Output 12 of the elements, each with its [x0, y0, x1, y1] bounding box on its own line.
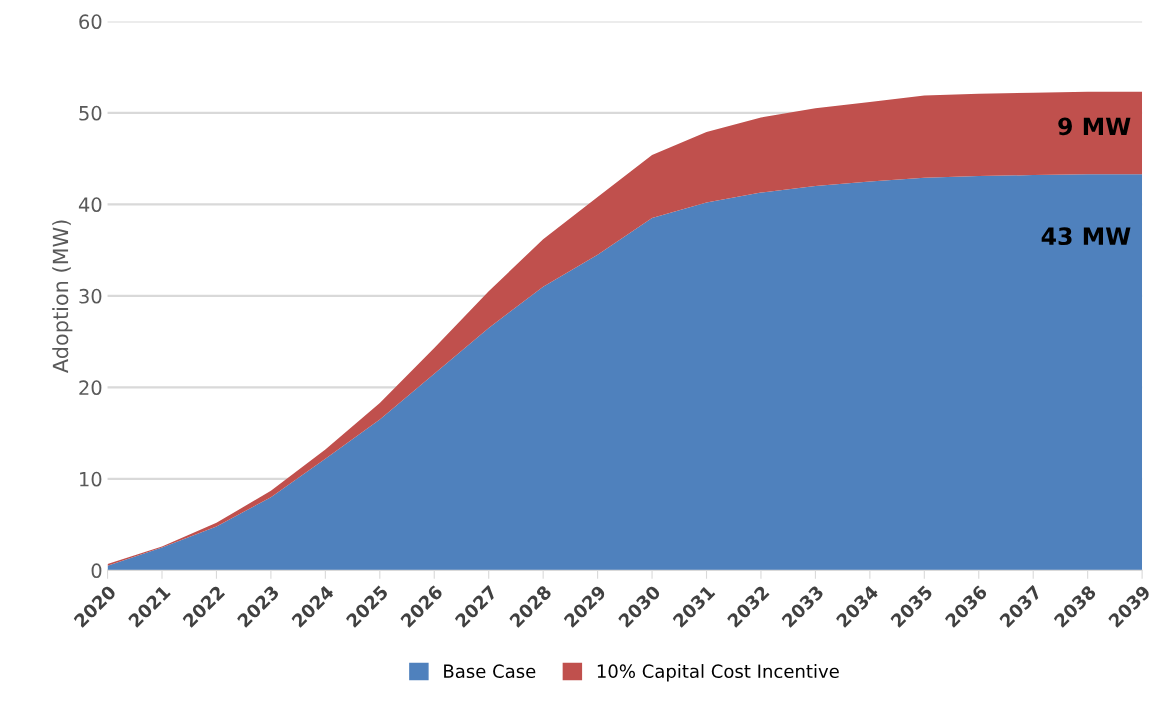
y-tick-label: 30: [79, 288, 102, 304]
legend-label: 10% Capital Cost Incentive: [597, 664, 839, 682]
legend-label: Base Case: [444, 664, 536, 679]
y-tick-label: 20: [79, 380, 102, 396]
y-tick-label: 50: [79, 105, 102, 121]
annotation: 9 MW: [1058, 117, 1131, 136]
y-axis-title: Adoption (MW): [52, 220, 73, 373]
y-tick-label: 10: [80, 471, 102, 487]
y-tick-label: 40: [78, 197, 102, 213]
y-tick-label: 0: [91, 563, 102, 579]
y-tick-label: 60: [79, 14, 102, 30]
annotation: 43 MW: [1041, 227, 1131, 246]
